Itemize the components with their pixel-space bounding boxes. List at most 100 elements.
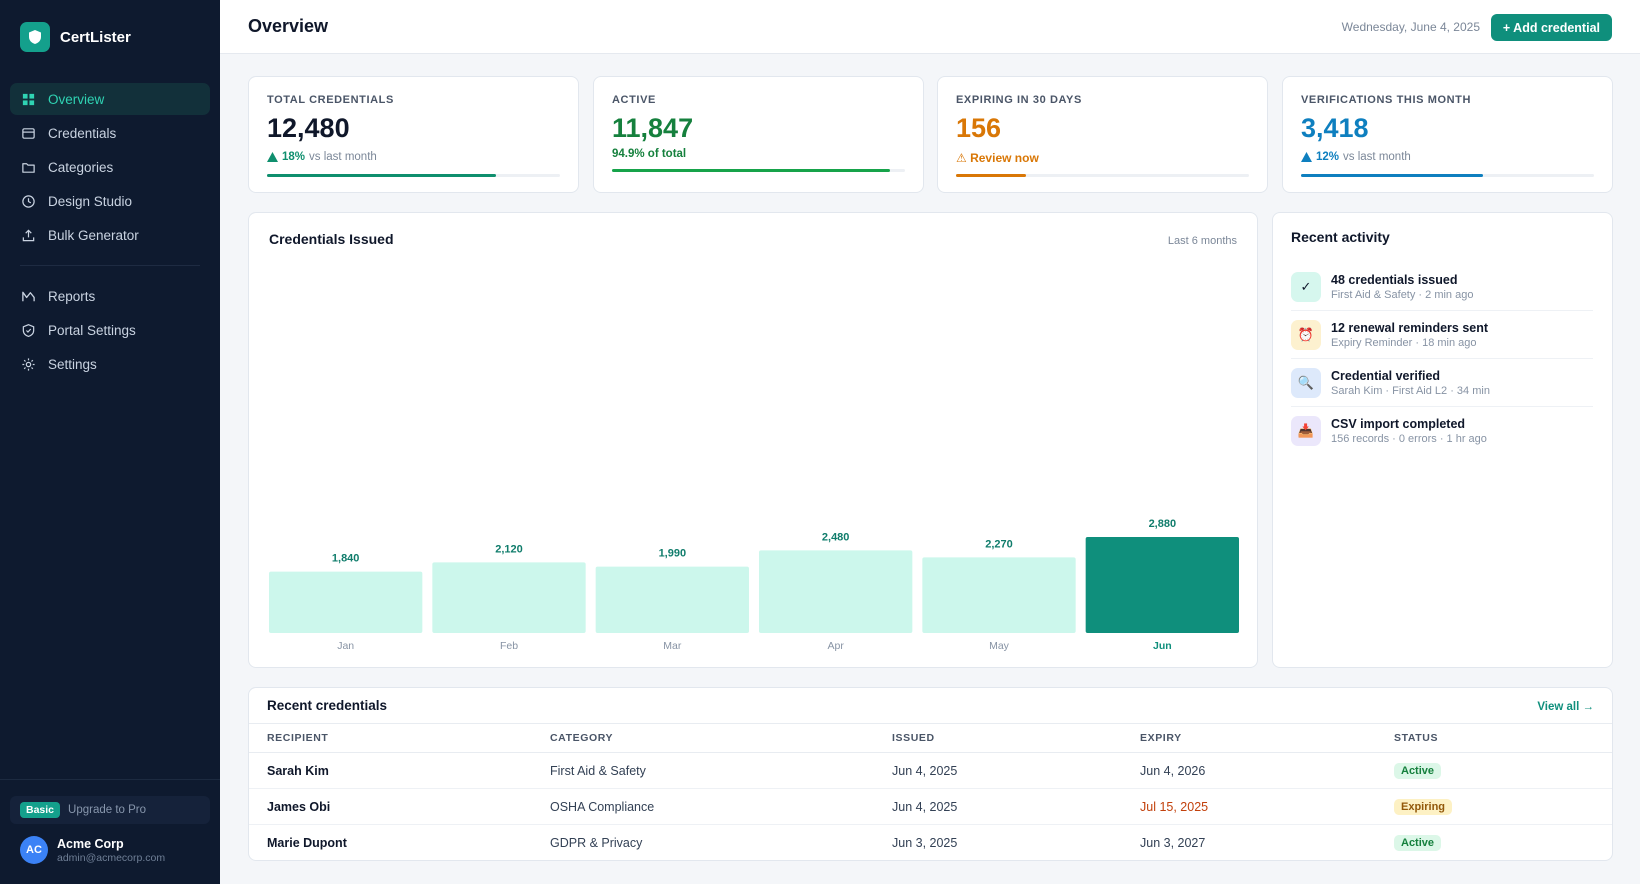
column-header-expiry[interactable]: EXPIRY: [1122, 723, 1376, 753]
recipient-cell: James Obi: [249, 788, 532, 825]
status-cell: Expiring: [1376, 788, 1612, 825]
bar-may[interactable]: [922, 557, 1076, 633]
table-row[interactable]: Sarah Kim First Aid & Safety Jun 4, 2025…: [249, 752, 1612, 789]
x-axis-tick-label: Mar: [663, 640, 682, 652]
table-title: Recent credentials: [267, 698, 388, 713]
status-cell: Active: [1376, 825, 1612, 861]
x-axis-tick-label: Feb: [500, 640, 518, 652]
plan-badge: Basic: [20, 802, 61, 818]
x-axis-tick-label: May: [989, 640, 1010, 652]
sidebar-item-bulk-generator[interactable]: Bulk Generator: [10, 219, 210, 251]
activity-item[interactable]: ⏰ 12 renewal reminders sent Expiry Remind…: [1291, 311, 1593, 359]
folder-icon: [22, 162, 35, 173]
brand[interactable]: CertLister: [20, 22, 131, 52]
recipient-cell: Marie Dupont: [267, 835, 347, 850]
kpi-progress-track: [956, 174, 1249, 177]
bar-value-label: 1,990: [659, 548, 687, 560]
column-header-category[interactable]: CATEGORY: [532, 723, 874, 753]
sidebar-item-label: Reports: [48, 288, 96, 304]
bar-apr[interactable]: [759, 550, 913, 633]
sidebar-item-categories[interactable]: Categories: [10, 151, 210, 183]
issued-cell: Jun 4, 2025: [874, 788, 1122, 825]
kpi-value: 3,418: [1301, 113, 1369, 143]
shield-logo-icon: [20, 22, 50, 52]
kpi-delta-note: vs last month: [1343, 151, 1411, 163]
table-row[interactable]: James Obi OSHA Compliance Jun 4, 2025 Ju…: [249, 788, 1612, 825]
activity-meta: 156 records · 0 errors · 1 hr ago: [1331, 433, 1487, 445]
bar-feb[interactable]: [432, 562, 586, 633]
current-date: Wednesday, June 4, 2025: [1341, 20, 1480, 34]
import-icon: 📥: [1291, 416, 1321, 446]
activity-title-text: CSV import completed: [1331, 417, 1466, 431]
kpi-delta-value: 18%: [282, 151, 306, 163]
sidebar-item-settings[interactable]: Settings: [10, 348, 210, 380]
status-badge: Active: [1394, 834, 1442, 851]
plan-box[interactable]: Basic Upgrade to Pro: [10, 796, 210, 824]
sidebar-item-label: Design Studio: [48, 193, 133, 209]
palette-icon: [22, 194, 35, 208]
kpi-value: 156: [956, 113, 1002, 143]
recent-activity-card: Recent activity ✓ 48 credentials issued F…: [1272, 212, 1613, 668]
user-profile[interactable]: AC Acme Corp admin@acmecorp.com: [20, 836, 165, 864]
bar-value-label: 2,480: [822, 531, 850, 543]
arrow-up-icon: [1301, 152, 1312, 162]
kpi-delta-note: vs last month: [309, 151, 377, 163]
activity-title-text: Credential verified: [1331, 368, 1441, 383]
upload-icon: [22, 228, 35, 241]
sidebar-item-credentials[interactable]: Credentials: [10, 117, 210, 149]
kpi-progress-fill: [1301, 174, 1483, 177]
expiry-cell: Jun 4, 2026: [1122, 752, 1376, 789]
card-icon: [22, 127, 35, 139]
expiry-cell: Jul 15, 2025: [1122, 788, 1376, 825]
activity-item[interactable]: 🔍 Credential verified Sarah Kim · First A…: [1291, 359, 1593, 407]
activity-title: Recent activity: [1291, 229, 1390, 245]
table-row[interactable]: Marie Dupont GDPR & Privacy Jun 3, 2025 …: [249, 825, 1612, 861]
sidebar-item-reports[interactable]: Reports: [10, 280, 210, 312]
arrow-up-icon: [267, 152, 278, 162]
kpi-progress-fill: [956, 174, 1027, 177]
bar-jan[interactable]: [269, 571, 423, 633]
column-header-status[interactable]: STATUS: [1376, 723, 1612, 753]
kpi-delta: 12% vs last month: [1301, 151, 1411, 163]
column-header-recipient[interactable]: RECIPIENT: [249, 723, 532, 753]
activity-meta: First Aid & Safety · 2 min ago: [1331, 288, 1474, 301]
bar-mar[interactable]: [595, 566, 749, 633]
activity-item[interactable]: 📥 CSV import completed 156 records · 0 er…: [1291, 407, 1593, 455]
bar-value-label: 2,270: [985, 538, 1013, 550]
activity-item[interactable]: ✓ 48 credentials issued First Aid & Safet…: [1291, 263, 1593, 311]
kpi-label: EXPIRING IN 30 DAYS: [956, 94, 1082, 106]
category-cell: First Aid & Safety: [532, 752, 874, 789]
issued-cell: Jun 3, 2025: [892, 835, 958, 850]
column-header-issued[interactable]: ISSUED: [874, 723, 1122, 753]
sidebar-item-label: Portal Settings: [48, 322, 136, 338]
sidebar-item-label: Credentials: [48, 125, 117, 141]
kpi-note: 94.9% of total: [612, 148, 687, 160]
top-header: Overview Wednesday, June 4, 2025 + Add c…: [220, 0, 1640, 54]
activity-meta: Expiry Reminder · 18 min ago: [1331, 336, 1477, 349]
kpi-card-total-credentials: TOTAL CREDENTIALS 12,480 18% vs last mon…: [248, 76, 579, 193]
check-icon: ✓: [1291, 271, 1321, 302]
upgrade-link[interactable]: Upgrade to Pro: [68, 804, 147, 816]
x-axis-tick-label: Apr: [827, 640, 844, 652]
kpi-card-active: ACTIVE 11,847 94.9% of total: [593, 76, 924, 193]
sidebar-item-label: Overview: [48, 91, 105, 107]
sidebar-item-portal-settings[interactable]: Portal Settings: [10, 314, 210, 346]
review-now-link[interactable]: ⚠ Review now: [956, 151, 1039, 165]
kpi-value: 11,847: [612, 113, 694, 143]
kpi-card-verifications: VERIFICATIONS THIS MONTH 3,418 12% vs la…: [1282, 76, 1613, 193]
sidebar-item-label: Categories: [48, 159, 114, 175]
activity-title-text: 48 credentials issued: [1331, 272, 1458, 287]
sidebar-item-overview[interactable]: Overview: [10, 83, 210, 115]
bar-jun[interactable]: [1085, 537, 1239, 633]
sidebar-item-design-studio[interactable]: Design Studio: [10, 185, 210, 217]
bar-value-label: 2,120: [495, 543, 523, 555]
avatar: AC: [20, 836, 48, 864]
kpi-delta-value: 12%: [1316, 151, 1340, 163]
sidebar-nav: Overview Credentials Categories Design S…: [10, 83, 210, 382]
kpi-label: VERIFICATIONS THIS MONTH: [1301, 94, 1472, 106]
view-all-link[interactable]: View all →: [1537, 701, 1594, 713]
kpi-label: ACTIVE: [612, 94, 656, 106]
chart-range-selector[interactable]: Last 6 months: [1167, 235, 1237, 247]
add-credential-button[interactable]: + Add credential: [1490, 14, 1612, 41]
sidebar-divider: [20, 265, 200, 266]
